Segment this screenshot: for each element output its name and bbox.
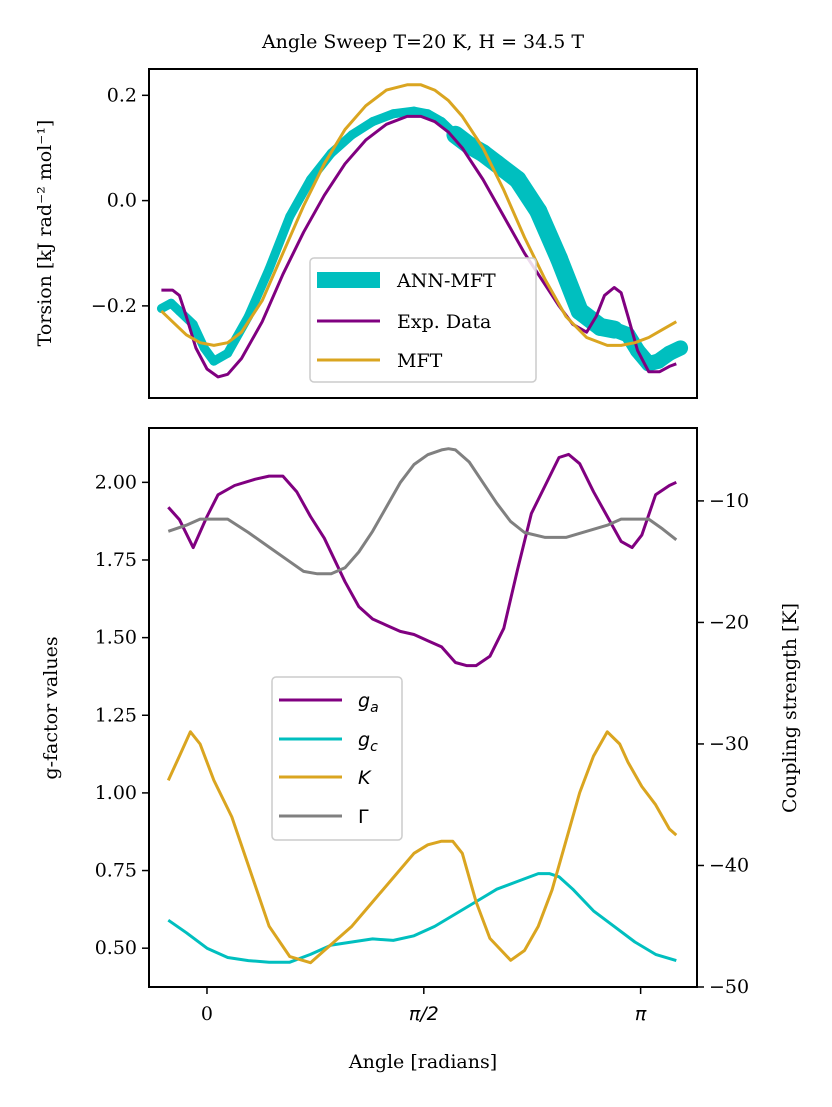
bottom-legend-box bbox=[271, 676, 403, 841]
top-y-ticks: −0.2 0.0 0.2 bbox=[91, 84, 149, 317]
bottom-panel: g-factor values Coupling strength [K] An… bbox=[40, 427, 801, 1073]
top-y-tick-label-0: −0.2 bbox=[91, 295, 137, 317]
left-y-tick-label-1: 0.75 bbox=[95, 860, 137, 882]
top-y-axis-label: Torsion [kJ rad⁻² mol⁻¹] bbox=[34, 120, 56, 347]
top-plot-area bbox=[156, 83, 689, 379]
x-tick-label-0: 0 bbox=[201, 1003, 213, 1025]
line-exp-data bbox=[161, 114, 677, 379]
top-legend-box bbox=[309, 257, 537, 383]
top-panel: Angle Sweep T=20 K, H = 34.5 T Torsion [… bbox=[34, 31, 698, 399]
right-y-tick-label-0: −50 bbox=[709, 976, 749, 998]
left-y-tick-label-2: 1.00 bbox=[95, 782, 137, 804]
band-segment-ann-mft-24 bbox=[549, 249, 589, 321]
top-y-tick-label-1: 0.0 bbox=[107, 190, 137, 212]
legend-label-mft: MFT bbox=[397, 350, 443, 372]
legend-label-gamma: Γ bbox=[358, 806, 369, 828]
line-gamma bbox=[167, 447, 678, 576]
bottom-legend: ga gc K Γ bbox=[271, 676, 403, 841]
band-segment-ann-mft-32 bbox=[661, 340, 689, 361]
left-y-tick-label-0: 0.50 bbox=[95, 937, 137, 959]
bottom-plot-area bbox=[166, 447, 678, 965]
right-y-tick-label-3: −20 bbox=[709, 611, 749, 633]
line-mft bbox=[160, 83, 678, 347]
band-segment-ann-mft-7 bbox=[243, 264, 274, 321]
line-g-c bbox=[167, 872, 677, 964]
legend-label-ann-mft: ANN-MFT bbox=[396, 270, 496, 292]
band-segment-ann-mft-8 bbox=[264, 211, 295, 274]
left-y-tick-label-3: 1.25 bbox=[95, 704, 137, 726]
series-exp-data bbox=[161, 114, 677, 379]
x-axis-label: Angle [radians] bbox=[348, 1051, 497, 1073]
series-mft bbox=[160, 83, 678, 347]
bottom-axes-frame bbox=[148, 427, 698, 988]
line-k bbox=[166, 730, 678, 965]
legend-label-exp-data: Exp. Data bbox=[397, 311, 491, 333]
bottom-y-axis-label-right: Coupling strength [K] bbox=[779, 603, 801, 813]
bottom-ticks: 0.50 0.75 1.00 1.25 1.50 1.75 2.00 −50 −40 −30 −20… bbox=[95, 471, 749, 1025]
right-y-tick-label-2: −30 bbox=[709, 733, 749, 755]
x-tick-label-1: π/2 bbox=[409, 1003, 439, 1025]
left-y-tick-label-5: 1.75 bbox=[95, 549, 137, 571]
band-segment-ann-mft-11 bbox=[326, 130, 357, 158]
right-y-tick-label-4: −10 bbox=[709, 490, 749, 512]
legend-label-g-c: gc bbox=[358, 729, 378, 755]
left-y-tick-label-4: 1.50 bbox=[95, 627, 137, 649]
top-axes-frame bbox=[148, 68, 698, 399]
band-segment-ann-mft-9 bbox=[285, 175, 316, 221]
top-y-tick-label-2: 0.2 bbox=[107, 84, 137, 106]
line-g-a bbox=[167, 452, 677, 668]
legend-label-g-a: ga bbox=[358, 690, 379, 716]
legend-label-k: K bbox=[358, 767, 372, 789]
bottom-y-axis-label-left: g-factor values bbox=[40, 636, 62, 779]
x-tick-label-2: π bbox=[635, 1003, 647, 1025]
left-y-tick-label-6: 2.00 bbox=[95, 471, 137, 493]
top-legend: ANN-MFT Exp. Data MFT bbox=[309, 257, 537, 383]
right-y-tick-label-1: −40 bbox=[709, 854, 749, 876]
top-chart-title: Angle Sweep T=20 K, H = 34.5 T bbox=[261, 31, 584, 53]
